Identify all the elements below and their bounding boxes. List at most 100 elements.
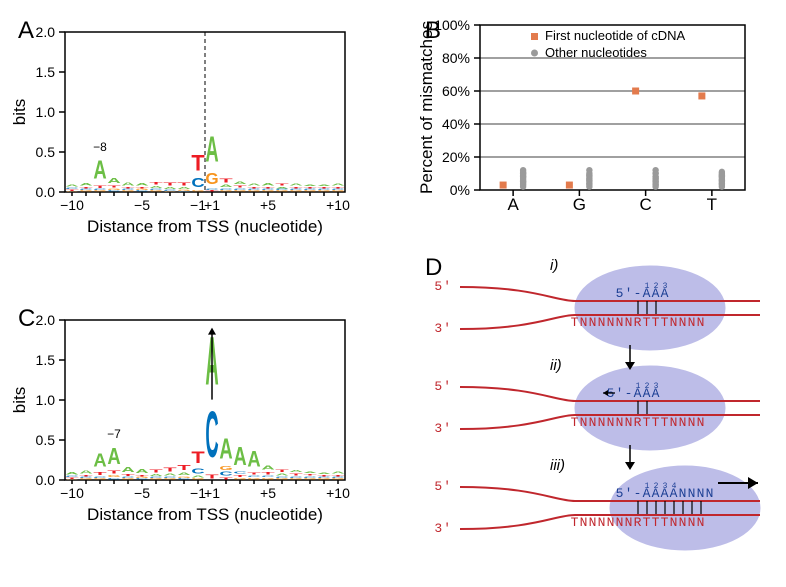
nascent-nt: - (625, 386, 634, 401)
logo-letter: C (149, 477, 163, 479)
svg-text:+1: +1 (204, 197, 220, 213)
logo-letter: T (163, 467, 177, 473)
panel-label-c: C (18, 305, 35, 332)
template-nt: T (661, 415, 670, 430)
other-nt-point (586, 167, 592, 173)
svg-text:+5: +5 (260, 485, 276, 501)
logo-letter: T (219, 179, 233, 184)
logo-letter: G (289, 190, 302, 192)
logo-letter: T (191, 448, 204, 467)
svg-text:Distance from TSS (nucleotide): Distance from TSS (nucleotide) (87, 505, 323, 524)
first-nt-point (698, 92, 705, 99)
logo-letter: C (163, 189, 177, 191)
logo-letter: G (93, 190, 106, 192)
svg-text:1.0: 1.0 (36, 392, 56, 408)
logo-letter: T (65, 190, 79, 192)
template-nt: N (589, 515, 598, 530)
logo-letter: G (219, 465, 233, 471)
template-nt: N (580, 515, 589, 530)
logo-letter: T (149, 469, 163, 474)
logo-letter: T (261, 186, 275, 188)
logo-letter: A (93, 156, 106, 185)
template-nt: N (589, 315, 598, 330)
logo-letter: G (275, 478, 288, 480)
logo-letter: G (149, 190, 162, 192)
logo-letter: C (275, 189, 289, 191)
svg-text:A: A (507, 195, 519, 214)
logo-letter: A (247, 448, 261, 472)
logo-letter: C (107, 477, 121, 479)
logo-letter: C (289, 476, 303, 478)
logo-letter: A (205, 130, 218, 170)
logo-letter: T (275, 469, 289, 473)
template-nt: N (598, 315, 607, 330)
logo-letter: C (135, 190, 149, 192)
logo-letter: G (163, 191, 176, 192)
svg-text:bits: bits (10, 387, 29, 413)
logo-letter: T (65, 478, 79, 480)
logo-letter: T (93, 185, 107, 189)
panel-b-legend: First nucleotide of cDNAOther nucleotide… (531, 28, 685, 60)
logo-letter: T (107, 470, 121, 475)
template-nt: T (661, 315, 670, 330)
nascent-nt: - (634, 486, 643, 501)
logo-letter: G (303, 478, 316, 480)
svg-text:0.5: 0.5 (36, 144, 56, 160)
svg-text:Distance from TSS (nucleotide): Distance from TSS (nucleotide) (87, 217, 323, 236)
nascent-nt: - (634, 286, 643, 301)
logo-letter: A (65, 184, 79, 187)
nascent-nt: ' (616, 386, 625, 401)
svg-text:−5: −5 (134, 197, 150, 213)
template-nt: N (679, 415, 688, 430)
nascent-nt-index: 1 (636, 382, 641, 391)
logo-letter: C (93, 476, 107, 478)
logo-letter: T (79, 474, 93, 476)
template-nt: N (670, 415, 679, 430)
nascent-nt-index: 1 (645, 482, 650, 491)
other-nt-point (719, 169, 725, 175)
logo-letter: C (317, 477, 331, 479)
svg-text:1.0: 1.0 (36, 104, 56, 120)
logo-letter: C (163, 476, 177, 478)
logo-letter: G (177, 190, 190, 192)
template-nt: N (688, 515, 697, 530)
five-prime-label: 5' (434, 479, 452, 494)
nascent-nt: N (688, 486, 697, 501)
logo-letter: G (233, 477, 246, 480)
logo-letter: C (205, 188, 219, 190)
logo-letter: C (289, 189, 303, 191)
logo-letter: G (65, 479, 78, 480)
svg-text:2.0: 2.0 (36, 312, 56, 328)
logo-letter: G (317, 478, 330, 480)
logo-letter: G (331, 478, 344, 480)
svg-text:0.5: 0.5 (36, 432, 56, 448)
template-nt: N (580, 315, 589, 330)
logo-letter: A (107, 176, 120, 184)
svg-text:60%: 60% (442, 83, 470, 99)
logo-letter: T (177, 464, 190, 472)
logo-letter: T (93, 471, 107, 476)
template-nt: N (598, 415, 607, 430)
logo-letter: C (149, 189, 163, 191)
three-prime-label: 3' (434, 521, 452, 536)
first-nt-point (566, 182, 573, 189)
nascent-nt-index: 1 (645, 282, 650, 291)
logo-letter: T (275, 183, 289, 186)
template-nt: N (688, 415, 697, 430)
logo-annotation: −7 (107, 427, 121, 441)
logo-letter: G (65, 191, 78, 192)
logo-letter: C (247, 189, 261, 191)
logo-letter: A (275, 473, 289, 476)
logo-letter: G (107, 474, 120, 477)
svg-text:Other nucleotides: Other nucleotides (545, 45, 647, 60)
logo-letter: G (121, 190, 134, 192)
logo-letter: A (107, 444, 120, 470)
logo-letter: A (65, 471, 79, 475)
nascent-nt: 5 (616, 286, 625, 301)
logo-letter: C (247, 475, 261, 477)
logo-letter: G (317, 190, 330, 192)
logo-letter: T (163, 182, 177, 187)
logo-letter: A (233, 442, 246, 471)
logo-letter: A (149, 185, 163, 188)
three-prime-label: 3' (434, 321, 452, 336)
